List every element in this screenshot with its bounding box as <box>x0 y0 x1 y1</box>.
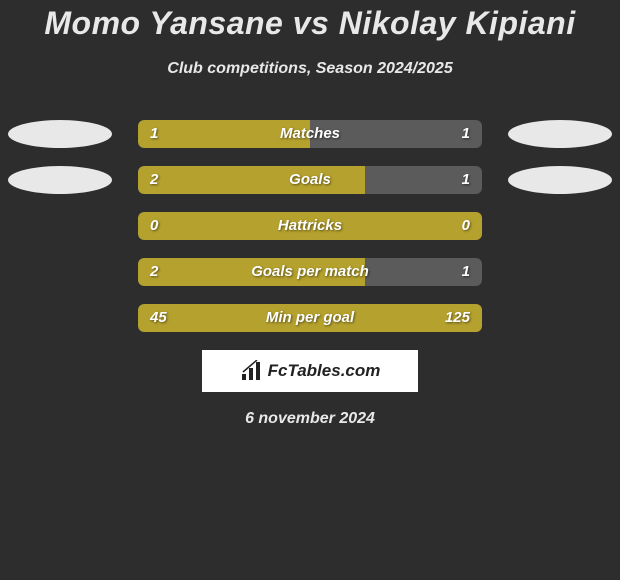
stat-bar: 21Goals <box>138 166 482 194</box>
player-badge-right <box>508 120 612 148</box>
stat-label: Matches <box>138 120 482 148</box>
page-title: Momo Yansane vs Nikolay Kipiani <box>0 5 620 42</box>
stat-bar: 11Matches <box>138 120 482 148</box>
stat-row: 21Goals <box>0 166 620 194</box>
stat-row: 45125Min per goal <box>0 304 620 332</box>
stat-row: 00Hattricks <box>0 212 620 240</box>
stat-bar: 45125Min per goal <box>138 304 482 332</box>
brand-chart-icon <box>240 360 264 382</box>
brand-inner: FcTables.com <box>240 360 381 382</box>
stat-label: Hattricks <box>138 212 482 240</box>
date-text: 6 november 2024 <box>0 410 620 428</box>
player-badge-left <box>8 120 112 148</box>
subtitle: Club competitions, Season 2024/2025 <box>0 60 620 78</box>
stat-row: 11Matches <box>0 120 620 148</box>
stat-label: Goals <box>138 166 482 194</box>
stat-bar: 21Goals per match <box>138 258 482 286</box>
brand-box: FcTables.com <box>202 350 418 392</box>
stat-label: Goals per match <box>138 258 482 286</box>
player-badge-left <box>8 166 112 194</box>
stat-bar: 00Hattricks <box>138 212 482 240</box>
player-badge-right <box>508 166 612 194</box>
stat-rows: 11Matches 21Goals 00Hattricks 21Goals per m… <box>0 120 620 332</box>
brand-text: FcTables.com <box>268 361 381 381</box>
stat-row: 21Goals per match <box>0 258 620 286</box>
stat-label: Min per goal <box>138 304 482 332</box>
comparison-infographic: Momo Yansane vs Nikolay Kipiani Club com… <box>0 0 620 428</box>
